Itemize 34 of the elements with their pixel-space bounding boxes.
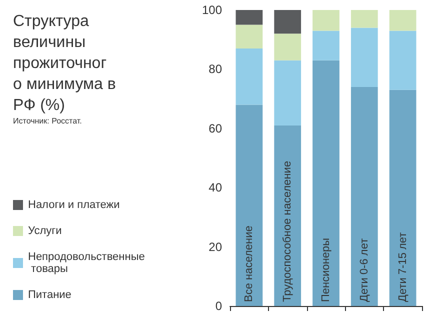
bar (312, 60, 340, 306)
y-tick-label: 20 (208, 240, 222, 254)
bar (236, 104, 263, 306)
y-tick-label: 80 (208, 62, 222, 76)
text: Структура величины прожиточного минимума в РФ (%) (13, 13, 120, 114)
bar (389, 90, 416, 306)
bar (274, 10, 302, 34)
y-tick-label: 60 (208, 121, 222, 136)
x-tick-label: Трудоспособное население (282, 160, 294, 302)
bar (236, 48, 263, 105)
bar (389, 30, 416, 90)
legend-label: Налоги и платежи (28, 199, 120, 211)
bar (274, 125, 302, 306)
bar (312, 10, 340, 31)
legend-label: Питание (28, 289, 72, 301)
legend-label: Услуги (28, 225, 62, 237)
bar (236, 10, 263, 25)
bar (350, 28, 378, 87)
y-tick-label: 40 (208, 180, 222, 195)
x-tick-label: Все население (243, 226, 256, 302)
text: Источник: Росстат. (13, 116, 82, 126)
bar (389, 10, 416, 31)
y-tick-label: 100 (202, 3, 222, 17)
bar (236, 24, 263, 48)
bar (312, 30, 340, 60)
x-tick-label: Пенсионеры (320, 238, 332, 302)
x-tick-label: Дети 0-6 лет (358, 238, 370, 302)
bar (350, 10, 378, 28)
x-tick-label: Дети 7-15 лет (396, 232, 409, 302)
bar (274, 34, 302, 60)
bar (350, 86, 378, 306)
bar (274, 60, 302, 126)
y-tick-label: 0 (215, 299, 222, 313)
legend-label: Непродовольственные товары (28, 251, 145, 275)
